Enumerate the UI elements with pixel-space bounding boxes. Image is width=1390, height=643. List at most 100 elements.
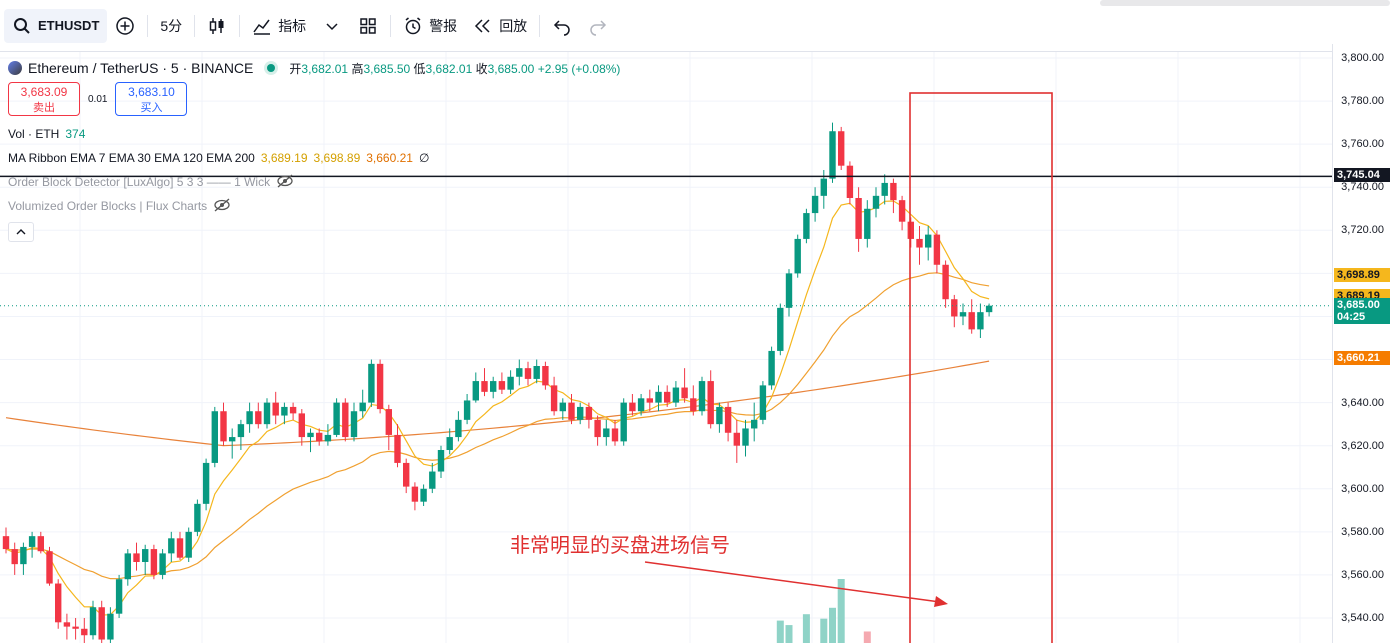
candle-body (655, 391, 662, 403)
layout-button[interactable] (350, 9, 386, 43)
buy-sell-row: 3,683.09 卖出 0.01 3,683.10 买入 (8, 82, 620, 116)
candle-body (820, 178, 827, 196)
symbol-info-row: Ethereum / TetherUS · 5 · BINANCE 开3,682… (8, 58, 620, 78)
y-tick-label: 3,560.00 (1341, 568, 1384, 581)
ethereum-logo-icon (8, 61, 22, 75)
candle-body (742, 428, 749, 446)
candle-body (2, 536, 10, 550)
candle-body (533, 366, 540, 379)
order-block-legend[interactable]: Order Block Detector [LuxAlgo] 5 3 3 —— … (8, 170, 620, 194)
y-tick-label: 3,720.00 (1341, 224, 1384, 237)
candle-body (637, 398, 645, 412)
candle-body (237, 424, 245, 438)
candle-body (959, 312, 967, 317)
candle-body (359, 402, 366, 412)
candle-body (768, 350, 775, 386)
candle-body (890, 182, 897, 201)
buy-button[interactable]: 3,683.10 买入 (115, 82, 188, 116)
alerts-button[interactable]: 警报 (395, 9, 465, 43)
candle-body (585, 406, 593, 420)
candle-body (681, 387, 688, 399)
price-chart[interactable]: 非常明显的买盘进场信号 (0, 52, 1332, 643)
volume-bar (802, 614, 810, 643)
market-status-dot (267, 64, 276, 72)
candle-body (559, 402, 566, 412)
candle-body (159, 553, 166, 575)
candle-body (11, 549, 18, 565)
rewind-icon (473, 16, 493, 36)
candle-body (985, 305, 993, 313)
collapse-legend-button[interactable] (8, 222, 34, 242)
candle-body (733, 432, 740, 446)
volume-legend[interactable]: Vol · ETH 374 (8, 127, 86, 141)
chart-type-button[interactable] (199, 9, 235, 43)
ema120-line (5, 360, 990, 447)
candle-body (568, 402, 575, 420)
indicators-button[interactable]: 指标 (244, 9, 314, 43)
candle-body (724, 406, 732, 433)
y-tick-label: 3,580.00 (1341, 525, 1384, 538)
redo-icon (588, 16, 608, 36)
candle-body (881, 182, 888, 196)
indicators-label: 指标 (278, 17, 307, 34)
candle-body (20, 546, 27, 565)
candle-body (977, 312, 984, 330)
price-tag: 3,660.21 (1334, 351, 1390, 366)
candle-body (463, 400, 471, 420)
candle-body (524, 368, 532, 379)
candle-body (168, 538, 175, 554)
alerts-label: 警报 (429, 17, 458, 34)
candle-body (333, 402, 340, 435)
price-tag: 3,698.89 (1334, 267, 1390, 282)
candle-body (951, 299, 958, 317)
candle-body (455, 419, 462, 438)
compare-button[interactable] (107, 9, 143, 43)
separator (147, 14, 149, 37)
candle-body (916, 238, 923, 248)
sell-button[interactable]: 3,683.09 卖出 (8, 82, 80, 116)
separator (390, 14, 392, 37)
interval-button[interactable]: 5分 (152, 9, 190, 43)
y-tick-label: 3,600.00 (1341, 482, 1384, 495)
candle-body (577, 406, 584, 420)
undo-button[interactable] (544, 9, 580, 43)
candle-body (542, 366, 549, 386)
redo-button[interactable] (580, 9, 616, 43)
indicators-icon (252, 16, 272, 36)
candle-body (28, 536, 36, 547)
y-tick-label: 3,760.00 (1341, 138, 1384, 151)
candle-body (63, 622, 71, 627)
candle-body (838, 131, 845, 166)
symbol-search-button[interactable]: ETHUSDT (4, 8, 108, 43)
price-tag: 3,685.00 04:25 (1334, 297, 1390, 324)
candle-body (672, 387, 680, 403)
volumized-ob-legend[interactable]: Volumized Order Blocks | Flux Charts (8, 194, 620, 218)
price-axis[interactable]: 3,800.00 3,780.00 3,760.00 3,740.00 3,720.00… (1332, 44, 1390, 643)
ma-ribbon-legend[interactable]: MA Ribbon EMA 7 EMA 30 EMA 120 EMA 200 3… (8, 151, 430, 165)
candle-body (263, 402, 271, 425)
volume-bar (863, 631, 871, 643)
candle-body (133, 553, 140, 562)
horizontal-scrollbar[interactable] (1100, 0, 1390, 6)
candle-body (185, 531, 192, 558)
candle-body (925, 234, 932, 248)
eye-hidden-icon[interactable] (276, 174, 294, 191)
candle-body (272, 402, 279, 416)
candle-body (481, 381, 488, 392)
candle-body (194, 503, 201, 532)
candles-icon (207, 16, 227, 36)
candle-body (942, 264, 949, 300)
indicators-dropdown[interactable] (314, 9, 350, 43)
volume-bar (820, 618, 828, 643)
candle-body (664, 391, 671, 403)
eye-hidden-icon[interactable] (213, 198, 231, 215)
grid-layout-icon (358, 16, 378, 36)
candle-body (307, 432, 314, 438)
candle-body (150, 549, 158, 575)
replay-button[interactable]: 回放 (465, 9, 535, 43)
candle-body (690, 398, 697, 412)
interval-label: 5分 (160, 17, 183, 34)
candle-body (516, 368, 523, 377)
candle-body (72, 626, 79, 629)
candle-body (759, 385, 767, 420)
